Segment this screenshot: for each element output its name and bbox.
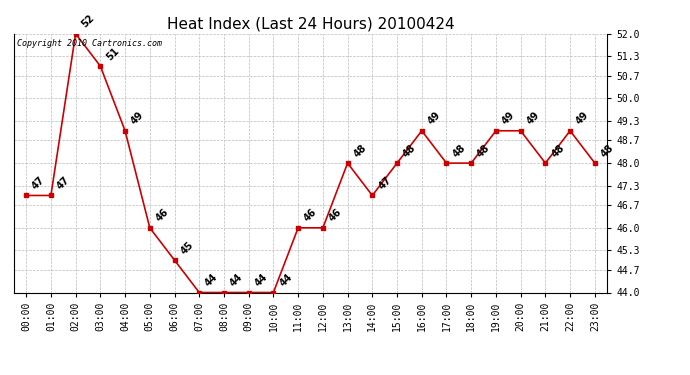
Title: Heat Index (Last 24 Hours) 20100424: Heat Index (Last 24 Hours) 20100424 [167, 16, 454, 31]
Text: 44: 44 [253, 272, 270, 288]
Text: 49: 49 [426, 110, 442, 127]
Text: 49: 49 [574, 110, 591, 127]
Text: Copyright 2010 Cartronics.com: Copyright 2010 Cartronics.com [17, 39, 161, 48]
Text: 48: 48 [599, 142, 615, 159]
Text: 49: 49 [129, 110, 146, 127]
Text: 49: 49 [500, 110, 517, 127]
Text: 44: 44 [277, 272, 294, 288]
Text: 48: 48 [475, 142, 492, 159]
Text: 47: 47 [30, 175, 47, 191]
Text: 44: 44 [204, 272, 220, 288]
Text: 45: 45 [179, 239, 195, 256]
Text: 48: 48 [549, 142, 566, 159]
Text: 44: 44 [228, 272, 245, 288]
Text: 52: 52 [80, 13, 97, 30]
Text: 47: 47 [377, 175, 393, 191]
Text: 51: 51 [104, 45, 121, 62]
Text: 48: 48 [451, 142, 467, 159]
Text: 46: 46 [154, 207, 170, 224]
Text: 47: 47 [55, 175, 72, 191]
Text: 49: 49 [525, 110, 542, 127]
Text: 48: 48 [352, 142, 368, 159]
Text: 46: 46 [327, 207, 344, 224]
Text: 48: 48 [401, 142, 418, 159]
Text: 46: 46 [302, 207, 319, 224]
